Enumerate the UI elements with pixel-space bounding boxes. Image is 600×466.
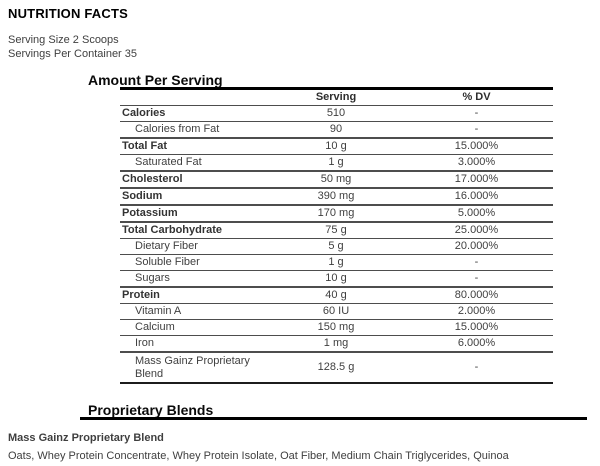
proprietary-blends-underline: [80, 417, 587, 420]
serving-value-cell: 510: [272, 106, 400, 122]
table-row: Vitamin A 60 IU 2.000%: [120, 304, 553, 320]
table-row: Calories 510-: [120, 106, 553, 122]
dv-value-cell: 25.000%: [400, 222, 553, 239]
nutrition-table: Serving % DV Calories 510- Calories from F…: [120, 87, 553, 384]
serving-value-cell: 90: [272, 122, 400, 138]
nutrient-name-cell: Potassium: [120, 205, 272, 222]
column-header-serving: Serving: [272, 87, 400, 106]
table-row: Total Carbohydrate 75 g 25.000%: [120, 222, 553, 239]
dv-value-cell: -: [400, 255, 553, 271]
serving-value-cell: 150 mg: [272, 320, 400, 336]
nutrient-name-cell: Mass Gainz Proprietary Blend: [120, 352, 272, 384]
serving-value-cell: 50 mg: [272, 171, 400, 188]
nutrient-name-cell: Total Carbohydrate: [120, 222, 272, 239]
column-header-dv: % DV: [400, 87, 553, 106]
nutrient-name-cell: Calories: [120, 106, 272, 122]
nutrient-name-cell: Vitamin A: [120, 304, 272, 320]
nutrient-name-cell: Total Fat: [120, 138, 272, 155]
table-header-row: Serving % DV: [120, 87, 553, 106]
table-row: Mass Gainz Proprietary Blend 128.5 g-: [120, 352, 553, 384]
table-row: Potassium 170 mg 5.000%: [120, 205, 553, 222]
proprietary-blends-heading: Proprietary Blends: [88, 402, 214, 418]
table-row: Total Fat 10 g 15.000%: [120, 138, 553, 155]
table-row: Sugars 10 g-: [120, 271, 553, 287]
page-title: NUTRITION FACTS: [8, 6, 128, 21]
dv-value-cell: 15.000%: [400, 320, 553, 336]
table-row: Sodium 390 mg 16.000%: [120, 188, 553, 205]
dv-value-cell: 2.000%: [400, 304, 553, 320]
dv-value-cell: 5.000%: [400, 205, 553, 222]
nutrient-name-cell: Iron: [120, 336, 272, 352]
table-row: Calcium 150 mg 15.000%: [120, 320, 553, 336]
dv-value-cell: -: [400, 122, 553, 138]
servings-per-container-text: Servings Per Container 35: [8, 48, 138, 60]
table-row: Cholesterol 50 mg 17.000%: [120, 171, 553, 188]
dv-value-cell: -: [400, 106, 553, 122]
dv-value-cell: 3.000%: [400, 155, 553, 171]
serving-value-cell: 128.5 g: [272, 352, 400, 384]
serving-value-cell: 390 mg: [272, 188, 400, 205]
serving-value-cell: 40 g: [272, 287, 400, 304]
blend-name: Mass Gainz Proprietary Blend: [8, 432, 164, 444]
serving-value-cell: 10 g: [272, 138, 400, 155]
dv-value-cell: -: [400, 352, 553, 384]
nutrient-name-cell: Calcium: [120, 320, 272, 336]
nutrient-name-cell: Dietary Fiber: [120, 239, 272, 255]
dv-value-cell: 80.000%: [400, 287, 553, 304]
table-row: Soluble Fiber 1 g-: [120, 255, 553, 271]
table-row: Protein 40 g 80.000%: [120, 287, 553, 304]
nutrient-name-cell: Cholesterol: [120, 171, 272, 188]
table-row: Iron 1 mg 6.000%: [120, 336, 553, 352]
nutrient-name-cell: Soluble Fiber: [120, 255, 272, 271]
nutrient-name-cell: Saturated Fat: [120, 155, 272, 171]
dv-value-cell: 15.000%: [400, 138, 553, 155]
dv-value-cell: 16.000%: [400, 188, 553, 205]
nutrient-name-cell: Calories from Fat: [120, 122, 272, 138]
column-header-nutrient: [120, 87, 272, 106]
serving-value-cell: 170 mg: [272, 205, 400, 222]
serving-value-cell: 75 g: [272, 222, 400, 239]
amount-per-serving-heading: Amount Per Serving: [88, 72, 223, 88]
table-row: Dietary Fiber 5 g 20.000%: [120, 239, 553, 255]
serving-value-cell: 1 mg: [272, 336, 400, 352]
dv-value-cell: 6.000%: [400, 336, 553, 352]
serving-value-cell: 60 IU: [272, 304, 400, 320]
dv-value-cell: -: [400, 271, 553, 287]
dv-value-cell: 20.000%: [400, 239, 553, 255]
nutrient-name-cell: Sodium: [120, 188, 272, 205]
nutrient-name-cell: Sugars: [120, 271, 272, 287]
blend-ingredients: Oats, Whey Protein Concentrate, Whey Pro…: [8, 450, 509, 462]
nutrient-name-cell: Protein: [120, 287, 272, 304]
table-row: Saturated Fat 1 g 3.000%: [120, 155, 553, 171]
serving-value-cell: 10 g: [272, 271, 400, 287]
serving-size-text: Serving Size 2 Scoops: [8, 34, 119, 46]
serving-value-cell: 5 g: [272, 239, 400, 255]
dv-value-cell: 17.000%: [400, 171, 553, 188]
serving-value-cell: 1 g: [272, 255, 400, 271]
serving-value-cell: 1 g: [272, 155, 400, 171]
table-row: Calories from Fat 90-: [120, 122, 553, 138]
